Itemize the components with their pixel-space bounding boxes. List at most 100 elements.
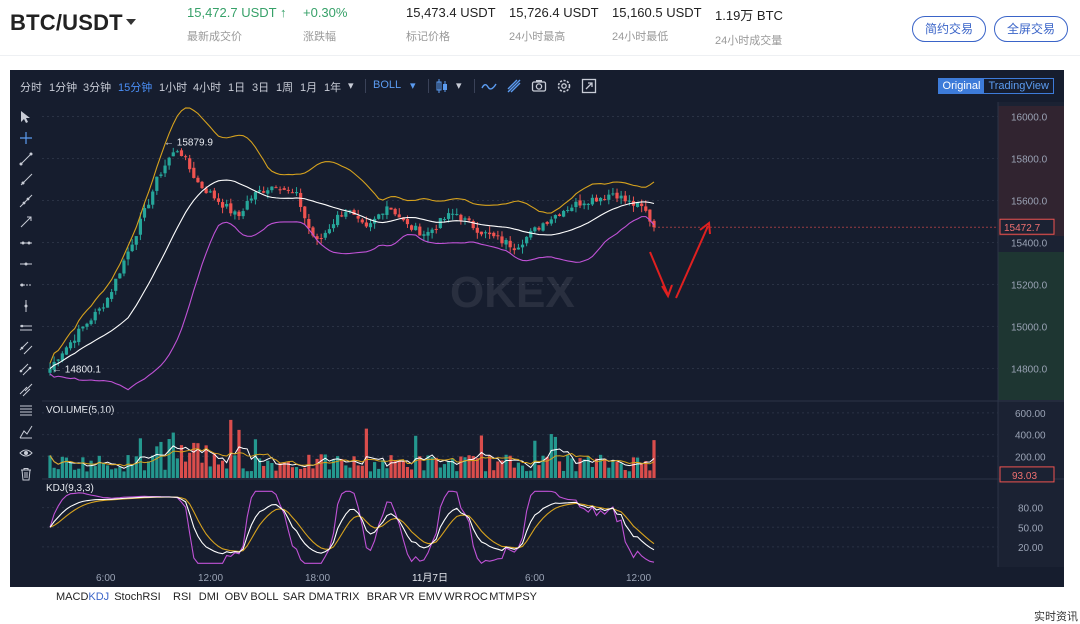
parallel-lines-icon[interactable] xyxy=(19,320,33,334)
price-line-icon[interactable] xyxy=(19,278,33,292)
indicator-tab-boll[interactable]: BOLL xyxy=(250,591,279,603)
candle-body xyxy=(81,326,85,329)
news-tab-label[interactable]: 实时资讯 xyxy=(1034,611,1078,623)
channel-icon[interactable] xyxy=(19,341,33,355)
candle-body xyxy=(479,231,484,235)
arrow-line-icon[interactable] xyxy=(19,215,33,229)
indicator-tab-dma[interactable]: DMA xyxy=(308,591,334,603)
camera-icon[interactable] xyxy=(531,78,547,94)
candle-type-caret-icon[interactable]: ▾ xyxy=(456,80,462,92)
cursor-icon[interactable] xyxy=(19,110,33,124)
candle-body xyxy=(525,236,529,244)
view-tradingview-button[interactable]: TradingView xyxy=(988,80,1049,92)
candle-body xyxy=(175,151,179,153)
candle-type-icon[interactable] xyxy=(435,78,449,94)
interval-tab[interactable]: 1月 xyxy=(300,82,318,94)
indicator-tab-vr[interactable]: VR xyxy=(399,591,415,603)
vertical-line-icon[interactable] xyxy=(19,299,33,313)
interval-tab[interactable]: 1小时 xyxy=(159,82,188,94)
horizontal-ray-icon[interactable] xyxy=(19,257,33,271)
candle-body xyxy=(307,219,311,229)
y-tick-label: 15200.0 xyxy=(1011,281,1048,292)
interval-tab[interactable]: 1日 xyxy=(228,82,246,94)
fib-fan-icon[interactable] xyxy=(19,383,33,397)
candle-body xyxy=(286,189,290,191)
volume-bar xyxy=(81,457,85,478)
indicator-tab-macd[interactable]: MACD xyxy=(56,591,89,603)
candle-body xyxy=(294,192,299,194)
horizontal-line-icon[interactable] xyxy=(19,236,33,250)
ray-line-icon[interactable] xyxy=(19,173,33,187)
indicator-tab-stochrsi[interactable]: StochRSI xyxy=(114,591,161,603)
indicator-tab-kdj[interactable]: KDJ xyxy=(88,591,110,603)
indicator-tab-psy[interactable]: PSY xyxy=(515,591,538,603)
interval-tab[interactable]: 1年 xyxy=(324,82,342,94)
drawing-tool-icon[interactable] xyxy=(506,78,522,94)
trend-line-icon[interactable] xyxy=(19,152,33,166)
interval-tab-active[interactable]: 15分钟 xyxy=(118,82,153,94)
crosshair-icon[interactable] xyxy=(19,131,33,145)
volume-bar xyxy=(105,465,110,478)
volume-bar xyxy=(340,458,344,478)
extended-line-icon[interactable] xyxy=(19,194,33,208)
interval-tab[interactable]: 1分钟 xyxy=(49,82,78,94)
measure-icon[interactable] xyxy=(19,425,33,439)
candle-body xyxy=(134,236,138,245)
kdj-tick-label: 80.00 xyxy=(1018,504,1043,515)
indicator-caret-icon[interactable]: ▾ xyxy=(410,80,416,92)
pitchfork-icon[interactable] xyxy=(19,362,33,376)
candle-body xyxy=(562,210,566,217)
interval-tab[interactable]: 3日 xyxy=(252,82,270,94)
interval-tab[interactable]: 1周 xyxy=(276,82,294,94)
indicator-tab-brar[interactable]: BRAR xyxy=(366,591,398,603)
fullscreen-icon[interactable] xyxy=(581,78,597,94)
full-trade-button[interactable]: 全屏交易 xyxy=(994,16,1068,42)
candle-body xyxy=(126,251,130,260)
indicator-tab-trix[interactable]: TRIX xyxy=(334,591,360,603)
fib-retracement-icon[interactable] xyxy=(19,404,33,418)
trash-icon[interactable] xyxy=(19,467,33,481)
indicator-tab-dmi[interactable]: DMI xyxy=(198,591,219,603)
indicator-tab-wr[interactable]: WR xyxy=(444,591,463,603)
indicator-tab-obv[interactable]: OBV xyxy=(224,591,248,603)
volume-bar xyxy=(262,465,266,478)
pair-dropdown-icon[interactable] xyxy=(126,19,136,25)
candle-body xyxy=(336,214,340,226)
high-label: 24小时最高 xyxy=(509,31,566,43)
interval-more-icon[interactable]: ▾ xyxy=(348,80,354,92)
indicator-tab-sar[interactable]: SAR xyxy=(282,591,306,603)
volume-bar xyxy=(562,470,566,478)
interval-tab[interactable]: 分时 xyxy=(20,82,42,94)
candle-body xyxy=(68,342,73,349)
candle-body xyxy=(278,189,282,191)
kline-canvas[interactable]: 16000.0 15800.0 15600.0 15400.0 15200.0 15000… xyxy=(10,102,1064,587)
depth-bid-shade xyxy=(998,252,1064,400)
candle-body xyxy=(101,307,106,309)
volume-bar xyxy=(508,455,512,478)
eye-icon[interactable] xyxy=(19,446,33,460)
indicator-tab-roc[interactable]: ROC xyxy=(463,591,488,603)
line-chart-icon[interactable] xyxy=(481,78,497,94)
candle-body xyxy=(340,215,344,217)
volume-value: 1.19万 BTC xyxy=(715,8,783,23)
candle-body xyxy=(471,221,475,229)
interval-tab[interactable]: 3分钟 xyxy=(83,82,112,94)
candle-body xyxy=(290,192,295,194)
indicator-tab-emv[interactable]: EMV xyxy=(418,591,443,603)
interval-tab[interactable]: 4小时 xyxy=(193,82,222,94)
indicator-tab-mtm[interactable]: MTM xyxy=(489,591,515,603)
pair-title[interactable]: BTC/USDT xyxy=(10,10,123,35)
candle-body xyxy=(192,167,196,178)
volume-current-tag: 93.03 xyxy=(1012,471,1037,482)
y-tick-label: 15600.0 xyxy=(1011,197,1048,208)
volume-bar xyxy=(422,470,426,478)
view-original-button[interactable]: Original xyxy=(938,79,985,93)
candle-body xyxy=(508,240,512,248)
indicator-tab-rsi[interactable]: RSI xyxy=(173,591,192,603)
simple-trade-button[interactable]: 简约交易 xyxy=(912,16,986,42)
volume-bar xyxy=(356,465,360,478)
volume-bar xyxy=(311,468,315,478)
gear-icon[interactable] xyxy=(556,78,572,94)
indicator-select[interactable]: BOLL xyxy=(373,79,402,91)
volume-ma10-line xyxy=(49,447,655,467)
